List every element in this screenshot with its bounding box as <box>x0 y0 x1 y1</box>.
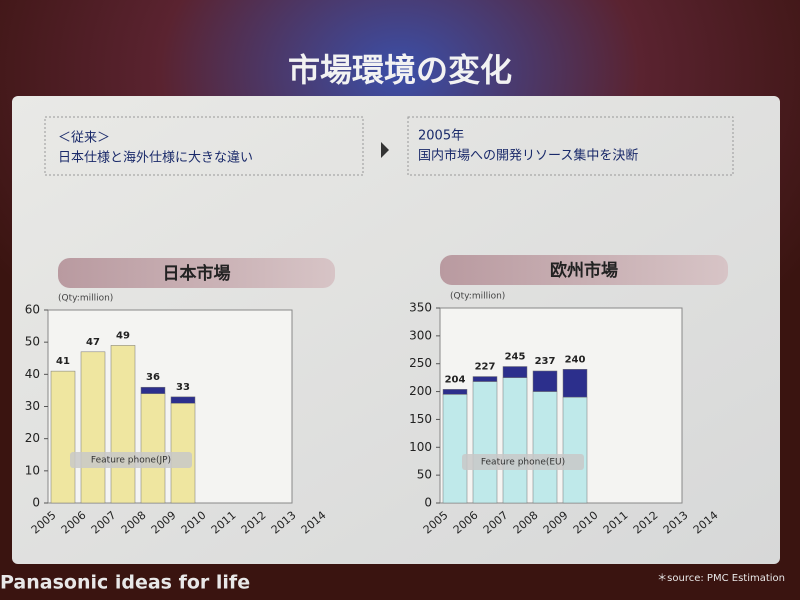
bar-segment <box>442 389 468 395</box>
bar-segment <box>442 394 468 504</box>
right-box-line: 2005年 <box>418 129 464 144</box>
legend-label: Feature phone(EU) <box>481 458 565 468</box>
total-label: 36 <box>146 372 160 383</box>
total-label: 33 <box>176 382 190 393</box>
y-tick-label: 350 <box>409 301 432 315</box>
chart-title: 日本市場 <box>163 263 231 284</box>
bar-segment <box>532 370 558 392</box>
total-label: 227 <box>475 362 496 373</box>
total-label: 204 <box>445 374 466 385</box>
legend-box <box>70 452 192 468</box>
y-tick-label: 30 <box>25 399 40 413</box>
bar-segment <box>472 381 498 504</box>
bar-segment <box>502 366 528 378</box>
y-tick-label: 60 <box>25 303 40 317</box>
y-tick-label: 150 <box>409 412 432 426</box>
brand: Panasonic ideas for life <box>0 572 250 594</box>
y-tick-label: 10 <box>25 463 40 477</box>
right-box-line: 国内市場への開発リソース集中を決断 <box>418 148 638 164</box>
chart-title: 欧州市場 <box>550 260 618 281</box>
bar-segment <box>140 386 166 394</box>
y-tick-label: 0 <box>32 496 40 510</box>
total-label: 47 <box>86 337 100 348</box>
right-box <box>407 116 734 176</box>
slide-title: 市場環境の変化 <box>288 51 512 89</box>
arrow <box>381 142 389 158</box>
bar-segment <box>472 376 498 382</box>
y-tick-label: 300 <box>409 328 432 342</box>
total-label: 240 <box>565 354 586 365</box>
legend-box <box>462 454 584 470</box>
unit-label: (Qty:million) <box>58 294 113 304</box>
total-label: 245 <box>505 352 526 363</box>
bar-segment <box>140 393 166 504</box>
y-tick-label: 0 <box>424 496 432 510</box>
bar-segment <box>110 345 136 504</box>
y-tick-label: 20 <box>25 431 40 445</box>
source: ＊source: PMC Estimation <box>657 573 785 584</box>
legend-label: Feature phone(JP) <box>91 456 171 466</box>
y-tick-label: 50 <box>25 335 40 349</box>
left-box-line: 日本仕様と海外仕様に大きな違い <box>58 151 253 166</box>
bar-segment <box>502 377 528 504</box>
chart-title-pill <box>440 255 728 285</box>
total-label: 237 <box>535 356 556 367</box>
left-box-line: ＜従来＞ <box>58 131 110 146</box>
bar-segment <box>562 396 588 504</box>
total-label: 49 <box>116 330 130 341</box>
y-tick-label: 50 <box>417 468 432 482</box>
bar-segment <box>562 369 588 398</box>
bar-segment <box>80 351 106 504</box>
y-tick-label: 200 <box>409 384 432 398</box>
bar-segment <box>170 396 196 404</box>
y-tick-label: 250 <box>409 356 432 370</box>
total-label: 41 <box>56 356 70 367</box>
y-tick-label: 40 <box>25 367 40 381</box>
chart-title-pill <box>58 258 335 288</box>
y-tick-label: 100 <box>409 440 432 454</box>
bar-segment <box>532 391 558 504</box>
bar-segment <box>50 370 76 504</box>
unit-label: (Qty:million) <box>450 292 505 302</box>
